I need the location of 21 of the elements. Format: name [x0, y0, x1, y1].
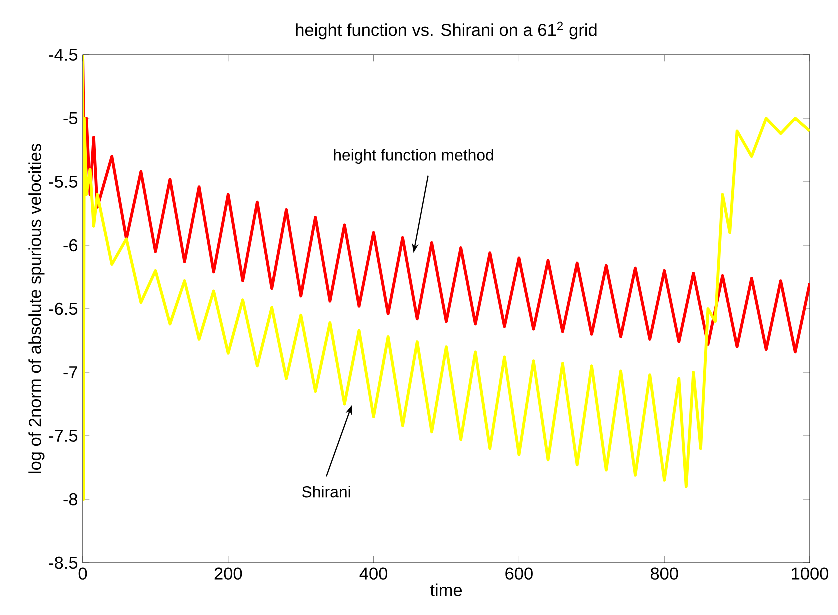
x-tick-label: 200 [214, 568, 242, 580]
y-tick-label: -8 [64, 493, 78, 506]
y-tick-label: -6 [64, 239, 78, 252]
y-tick-label: -6.5 [49, 302, 78, 316]
y-tick-label: -5 [64, 112, 78, 125]
annotation: height function method [334, 149, 494, 164]
y-tick-label: -7.5 [49, 430, 78, 442]
y-tick-label: -7 [64, 366, 78, 378]
x-tick-label: 400 [360, 568, 388, 580]
line-series [83, 54, 810, 501]
y-tick-label: -5.5 [49, 176, 78, 188]
annotation: Shirani [302, 486, 350, 498]
x-axis-title: time [430, 584, 462, 596]
x-tick-label: 1000 [792, 568, 829, 580]
x-tick-label: 0 [78, 568, 88, 580]
y-tick-label: -4.5 [49, 48, 78, 62]
chart-title: height function vs. Shirani on a 61$^{2}$ grid [296, 22, 597, 40]
y-axis-title: log of 2norm of absolute spurious velocities [28, 144, 45, 474]
x-tick-label: 600 [506, 568, 533, 580]
x-tick-label: 800 [650, 568, 678, 580]
y-tick-label: -8.5 [49, 556, 78, 570]
